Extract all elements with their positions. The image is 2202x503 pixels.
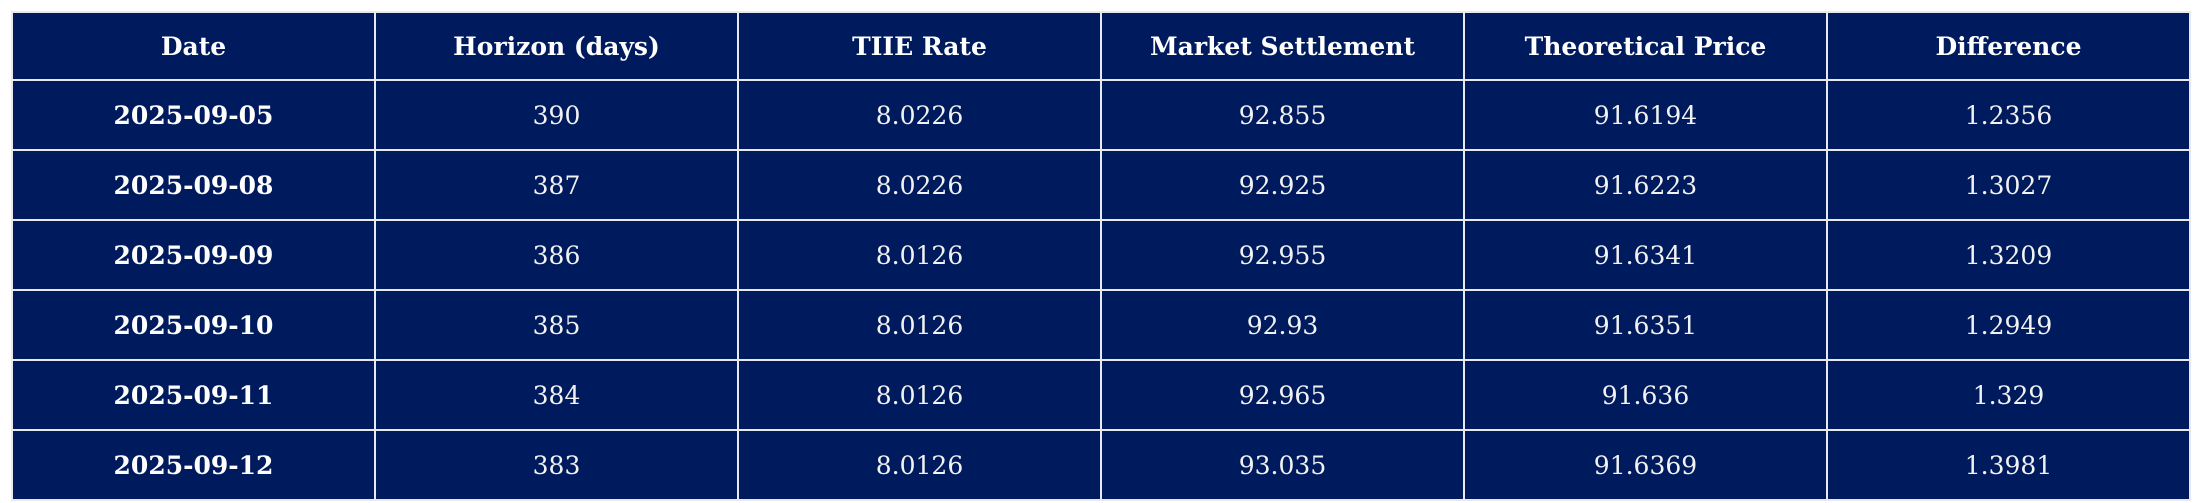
cell-market-settlement: 93.035 (1100, 429, 1465, 501)
header-row: Date Horizon (days) TIIE Rate Market Set… (11, 11, 2191, 81)
cell-tiie-rate: 8.0126 (737, 359, 1102, 431)
cell-tiie-rate: 8.0126 (737, 219, 1102, 291)
cell-market-settlement: 92.955 (1100, 219, 1465, 291)
header-theoretical-price: Theoretical Price (1463, 11, 1828, 81)
table-row: 2025-09-12 383 8.0126 93.035 91.6369 1.3… (11, 429, 2191, 501)
cell-difference: 1.2356 (1826, 79, 2191, 151)
cell-date: 2025-09-08 (11, 149, 376, 221)
header-difference: Difference (1826, 11, 2191, 81)
table-row: 2025-09-09 386 8.0126 92.955 91.6341 1.3… (11, 219, 2191, 291)
cell-difference: 1.3027 (1826, 149, 2191, 221)
table-row: 2025-09-08 387 8.0226 92.925 91.6223 1.3… (11, 149, 2191, 221)
table-row: 2025-09-05 390 8.0226 92.855 91.6194 1.2… (11, 79, 2191, 151)
cell-theoretical-price: 91.636 (1463, 359, 1828, 431)
cell-tiie-rate: 8.0226 (737, 149, 1102, 221)
header-tiie-rate: TIIE Rate (737, 11, 1102, 81)
header-horizon: Horizon (days) (374, 11, 739, 81)
data-table: Date Horizon (days) TIIE Rate Market Set… (11, 11, 2191, 501)
cell-date: 2025-09-11 (11, 359, 376, 431)
table-row: 2025-09-10 385 8.0126 92.93 91.6351 1.29… (11, 289, 2191, 361)
cell-horizon: 385 (374, 289, 739, 361)
cell-theoretical-price: 91.6369 (1463, 429, 1828, 501)
table-row: 2025-09-11 384 8.0126 92.965 91.636 1.32… (11, 359, 2191, 431)
cell-difference: 1.329 (1826, 359, 2191, 431)
data-table-container: Date Horizon (days) TIIE Rate Market Set… (11, 11, 2191, 501)
cell-market-settlement: 92.93 (1100, 289, 1465, 361)
cell-theoretical-price: 91.6341 (1463, 219, 1828, 291)
cell-tiie-rate: 8.0226 (737, 79, 1102, 151)
cell-date: 2025-09-10 (11, 289, 376, 361)
cell-horizon: 384 (374, 359, 739, 431)
cell-horizon: 383 (374, 429, 739, 501)
cell-date: 2025-09-09 (11, 219, 376, 291)
cell-horizon: 386 (374, 219, 739, 291)
cell-tiie-rate: 8.0126 (737, 289, 1102, 361)
cell-market-settlement: 92.855 (1100, 79, 1465, 151)
header-market-settlement: Market Settlement (1100, 11, 1465, 81)
cell-theoretical-price: 91.6223 (1463, 149, 1828, 221)
cell-date: 2025-09-05 (11, 79, 376, 151)
cell-theoretical-price: 91.6351 (1463, 289, 1828, 361)
cell-market-settlement: 92.965 (1100, 359, 1465, 431)
cell-difference: 1.2949 (1826, 289, 2191, 361)
cell-market-settlement: 92.925 (1100, 149, 1465, 221)
cell-theoretical-price: 91.6194 (1463, 79, 1828, 151)
header-date: Date (11, 11, 376, 81)
cell-horizon: 387 (374, 149, 739, 221)
table-body: 2025-09-05 390 8.0226 92.855 91.6194 1.2… (11, 79, 2191, 501)
table-header: Date Horizon (days) TIIE Rate Market Set… (11, 11, 2191, 81)
cell-date: 2025-09-12 (11, 429, 376, 501)
cell-tiie-rate: 8.0126 (737, 429, 1102, 501)
cell-difference: 1.3209 (1826, 219, 2191, 291)
cell-difference: 1.3981 (1826, 429, 2191, 501)
cell-horizon: 390 (374, 79, 739, 151)
